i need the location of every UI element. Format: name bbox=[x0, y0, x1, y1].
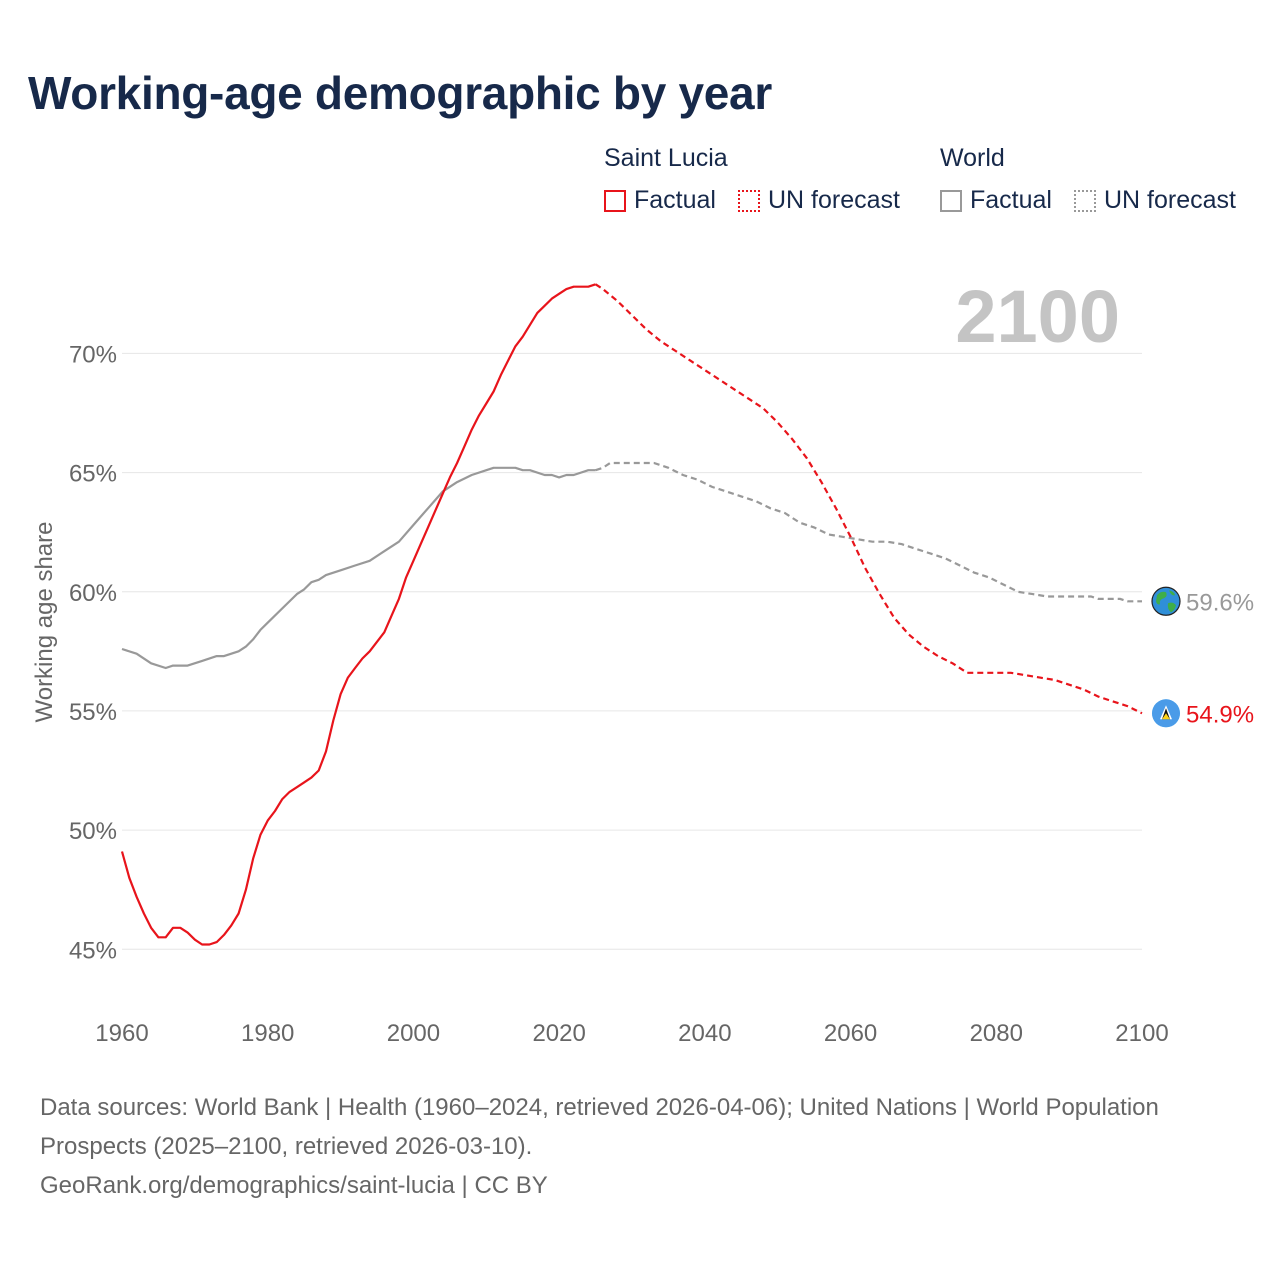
legend-item-saint-lucia-forecast[interactable]: UN forecast bbox=[738, 186, 900, 215]
legend-label-saint-lucia-factual: Factual bbox=[634, 186, 716, 214]
end-value-label: 54.9% bbox=[1186, 701, 1254, 728]
legend-group-world: World bbox=[940, 144, 1005, 172]
x-tick-label: 2000 bbox=[387, 1020, 440, 1047]
chart-title: Working-age demographic by year bbox=[28, 67, 772, 119]
saint-lucia-flag-icon bbox=[1152, 699, 1180, 728]
x-tick-label: 2040 bbox=[678, 1020, 731, 1047]
legend-swatch-solid-red bbox=[604, 189, 626, 212]
legend-label-world-forecast: UN forecast bbox=[1104, 186, 1236, 214]
year-watermark: 2100 bbox=[955, 275, 1120, 358]
y-tick-label: 45% bbox=[69, 937, 117, 964]
gridlines bbox=[122, 352, 1142, 950]
legend-swatch-dotted-gray bbox=[1074, 189, 1096, 212]
legend-swatch-dotted-red bbox=[738, 189, 760, 212]
end-markers: 54.9% 59.6% bbox=[1151, 586, 1254, 728]
x-tick-label: 2100 bbox=[1115, 1020, 1168, 1047]
y-tick-label: 50% bbox=[69, 818, 117, 845]
world-forecast-line bbox=[595, 461, 1142, 603]
x-axis-ticks: 1960 1980 2000 2020 2040 2060 2080 2100 bbox=[95, 1020, 1168, 1047]
legend-item-saint-lucia-factual[interactable]: Factual bbox=[604, 186, 716, 215]
globe-icon bbox=[1151, 586, 1181, 616]
y-tick-label: 70% bbox=[69, 341, 117, 368]
credit-link[interactable]: GeoRank.org/demographics/saint-lucia | C… bbox=[40, 1172, 548, 1199]
x-tick-label: 1960 bbox=[95, 1020, 148, 1047]
x-tick-label: 1980 bbox=[241, 1020, 294, 1047]
legend-label-world-factual: Factual bbox=[970, 186, 1052, 214]
x-tick-label: 2020 bbox=[532, 1020, 585, 1047]
y-tick-label: 55% bbox=[69, 699, 117, 726]
y-tick-label: 60% bbox=[69, 580, 117, 607]
legend-item-world-forecast[interactable]: UN forecast bbox=[1074, 186, 1236, 215]
saint-lucia-factual-line bbox=[120, 283, 596, 946]
legend-label-saint-lucia-forecast: UN forecast bbox=[768, 186, 900, 214]
data-sources: Data sources: World Bank | Health (1960–… bbox=[40, 1094, 1159, 1160]
footer: Data sources: World Bank | Health (1960–… bbox=[40, 1088, 1240, 1205]
saint-lucia-forecast-line bbox=[594, 283, 1143, 715]
x-tick-label: 2060 bbox=[824, 1020, 877, 1047]
legend-swatch-solid-gray bbox=[940, 189, 962, 212]
series-lines bbox=[120, 283, 1143, 946]
legend-group-saint-lucia: Saint Lucia bbox=[604, 144, 728, 172]
legend-item-world-factual[interactable]: Factual bbox=[940, 186, 1052, 215]
x-tick-label: 2080 bbox=[970, 1020, 1023, 1047]
y-axis-label: Working age share bbox=[31, 522, 58, 723]
y-tick-label: 65% bbox=[69, 461, 117, 488]
world-factual-line bbox=[121, 466, 596, 670]
y-axis-ticks: 45% 50% 55% 60% 65% 70% bbox=[69, 341, 117, 964]
end-value-label: 59.6% bbox=[1186, 589, 1254, 616]
